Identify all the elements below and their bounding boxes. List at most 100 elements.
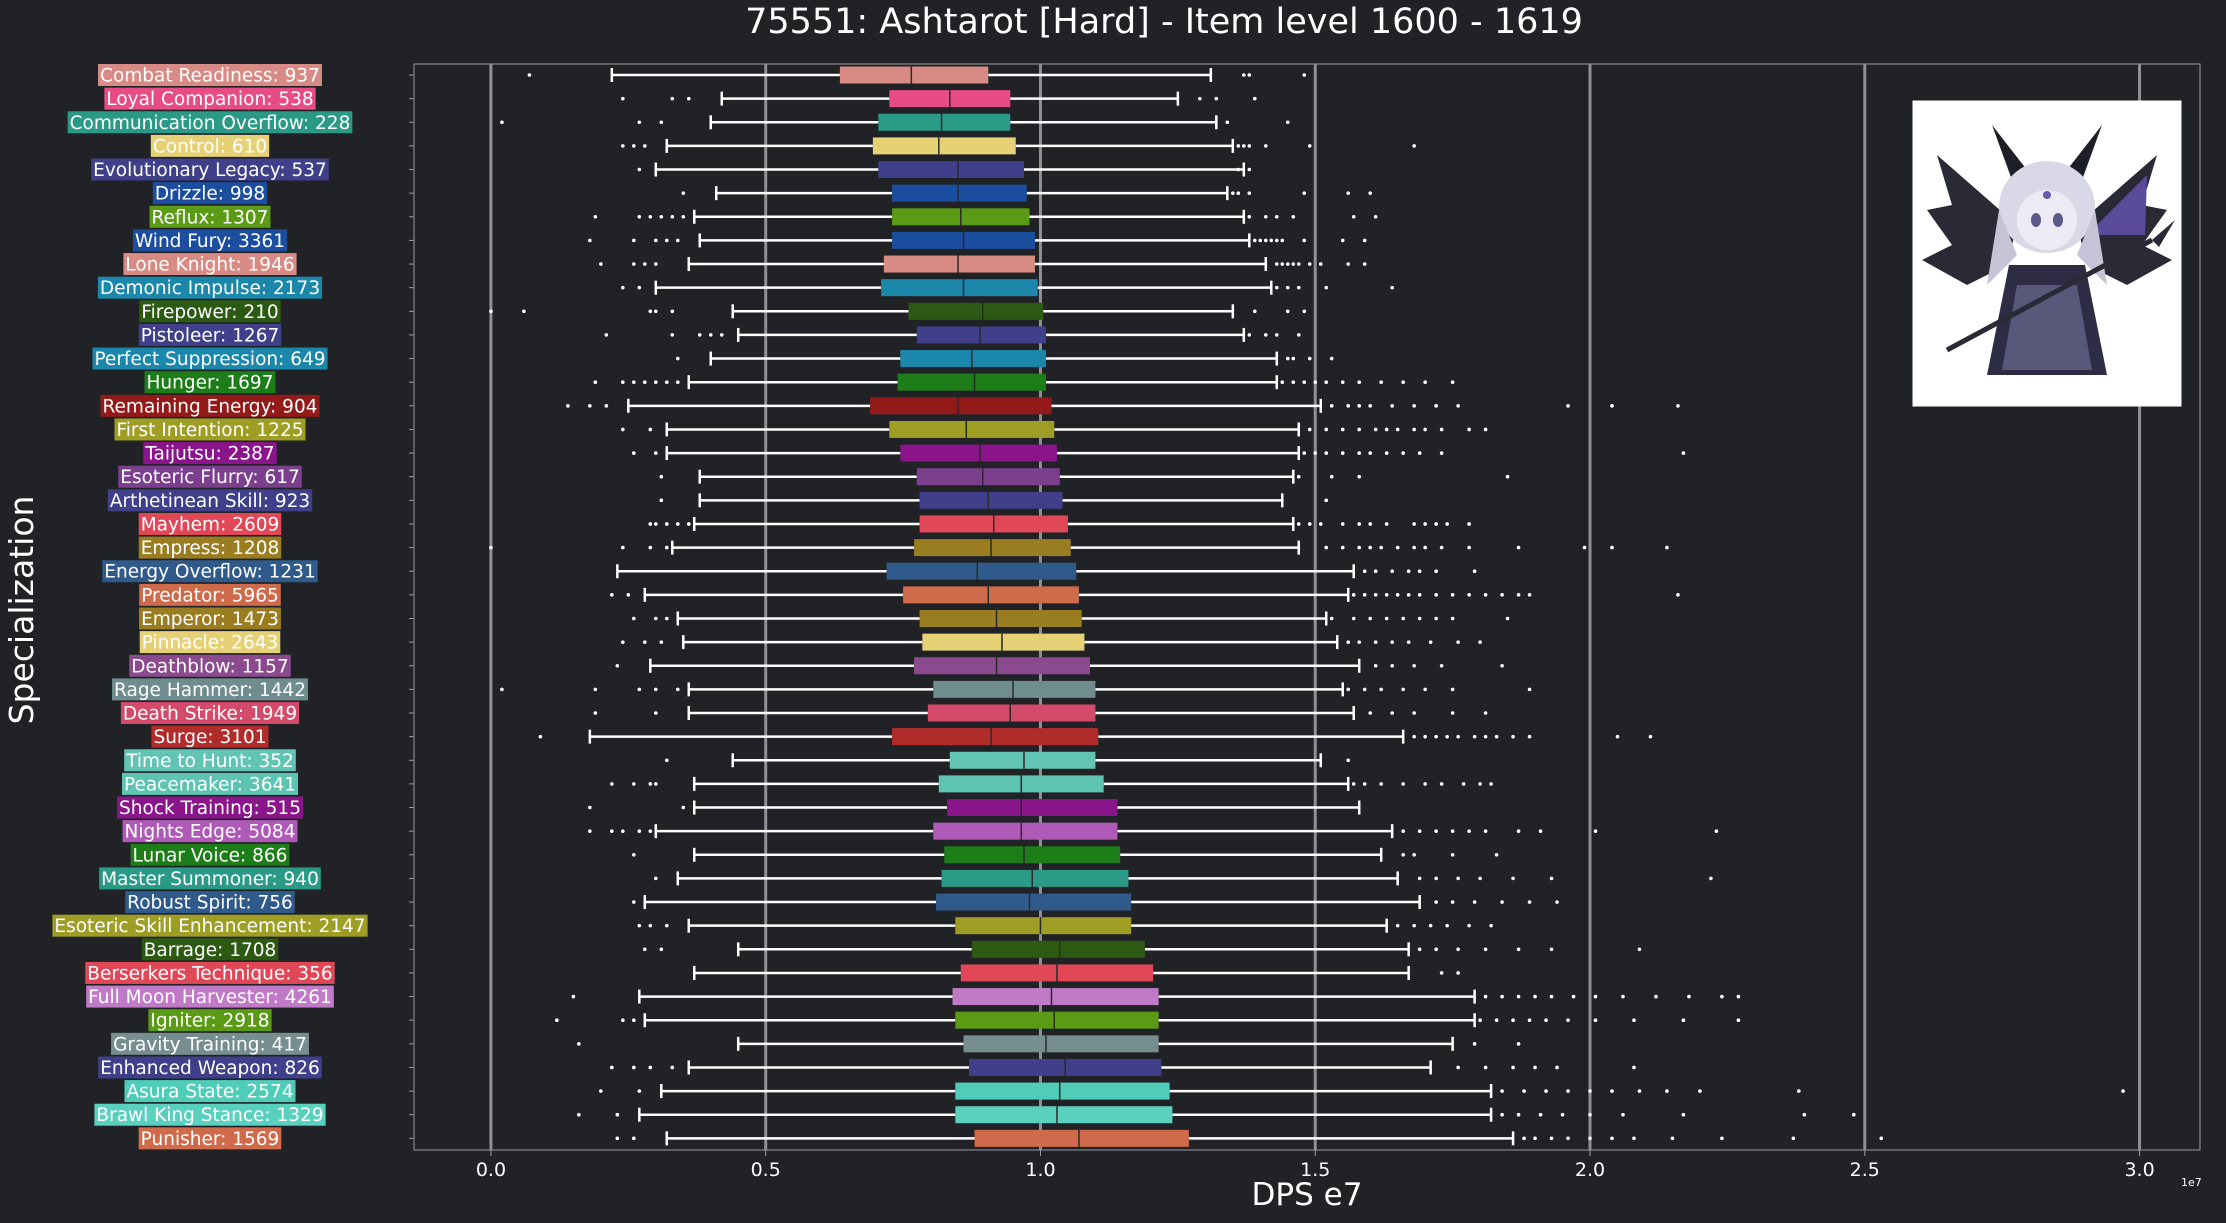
- outlier-point: [1379, 545, 1383, 550]
- outlier-point: [615, 1112, 620, 1117]
- outlier-point: [1467, 829, 1471, 833]
- outlier-point: [1879, 1136, 1884, 1141]
- category-label: Control: 610: [150, 134, 270, 157]
- outlier-point: [1263, 144, 1268, 148]
- outlier-point: [659, 214, 664, 219]
- outlier-point: [1280, 380, 1285, 384]
- outlier-point: [637, 285, 642, 290]
- outlier-point: [1483, 829, 1488, 833]
- boss-portrait-image: [1912, 100, 2182, 407]
- category-label-bg: [124, 1080, 296, 1103]
- outlier-point: [621, 640, 625, 644]
- outlier-point: [643, 640, 647, 644]
- category-label: Nights Edge: 5084: [122, 820, 298, 843]
- category-label: Lone Knight: 1946: [123, 253, 297, 276]
- outlier-point: [648, 522, 653, 526]
- outlier-point: [1610, 545, 1614, 550]
- outlier-point: [1401, 852, 1405, 857]
- outlier-point: [1291, 356, 1296, 361]
- outlier-point: [1527, 687, 1532, 692]
- outlier-point: [664, 545, 669, 550]
- category-label-text: Empress: 1208: [141, 538, 280, 559]
- outlier-point: [1417, 569, 1422, 574]
- box: [878, 161, 1024, 179]
- outlier-point: [489, 545, 493, 550]
- outlier-point: [1406, 640, 1411, 644]
- outlier-point: [1285, 262, 1290, 266]
- box: [914, 539, 1071, 557]
- category-label-bg: [149, 205, 271, 228]
- outlier-point: [1291, 262, 1296, 266]
- outlier-point: [1412, 923, 1416, 928]
- outlier-point: [1390, 640, 1394, 644]
- outlier-point: [1307, 262, 1312, 266]
- outlier-point: [1538, 1112, 1543, 1117]
- category-label: Communication Overflow: 228: [67, 111, 353, 134]
- box: [900, 444, 1057, 462]
- outlier-point: [1373, 593, 1378, 597]
- outlier-point: [1242, 144, 1246, 148]
- outlier-point: [1500, 994, 1504, 999]
- outlier-point: [1544, 1018, 1548, 1022]
- category-label: Demonic Impulse: 2173: [97, 276, 323, 299]
- outlier-point: [1412, 711, 1416, 715]
- outlier-point: [1214, 96, 1219, 101]
- outlier-point: [1791, 1136, 1796, 1141]
- outlier-point: [1478, 782, 1482, 786]
- outlier-point: [1252, 238, 1257, 243]
- outlier-point: [632, 262, 636, 266]
- outlier-point: [1280, 238, 1285, 243]
- outlier-point: [1450, 711, 1455, 715]
- outlier-point: [1313, 451, 1318, 455]
- category-label-bg: [144, 371, 276, 394]
- outlier-point: [1401, 451, 1405, 455]
- outlier-point: [632, 1065, 636, 1070]
- outlier-point: [577, 1042, 581, 1046]
- category-label-text: Punisher: 1569: [141, 1129, 280, 1150]
- outlier-point: [1357, 474, 1362, 479]
- outlier-point: [1434, 947, 1438, 952]
- outlier-point: [1615, 734, 1620, 739]
- outlier-point: [1483, 947, 1488, 952]
- outlier-point: [1307, 144, 1312, 148]
- outlier-point: [1285, 120, 1290, 125]
- box: [947, 799, 1118, 817]
- category-label-text: Surge: 3101: [153, 727, 266, 748]
- outlier-point: [1511, 734, 1515, 739]
- outlier-point: [1423, 687, 1427, 692]
- outlier-point: [1439, 971, 1444, 975]
- category-label-bg: [132, 229, 288, 252]
- outlier-point: [1236, 191, 1241, 195]
- outlier-point: [1505, 616, 1510, 621]
- category-label-bg: [123, 253, 297, 276]
- outlier-point: [1494, 852, 1499, 857]
- category-label-bg: [151, 725, 269, 748]
- box: [933, 822, 1118, 840]
- outlier-point: [1362, 569, 1367, 574]
- outlier-point: [653, 262, 658, 266]
- category-label-bg: [102, 560, 318, 583]
- x-tick-label: 1.0: [1025, 1159, 1055, 1181]
- outlier-point: [1456, 1065, 1460, 1070]
- outlier-point: [1516, 545, 1521, 550]
- outlier-point: [1736, 994, 1741, 999]
- x-tick-label: 0.0: [476, 1159, 506, 1181]
- outlier-point: [1340, 522, 1345, 526]
- outlier-point: [1357, 640, 1362, 644]
- outlier-point: [1450, 829, 1455, 833]
- outlier-point: [1538, 829, 1543, 833]
- category-label-text: Firepower: 210: [141, 302, 278, 323]
- category-label-bg: [117, 796, 303, 819]
- outlier-point: [1368, 522, 1372, 526]
- outlier-point: [648, 545, 653, 550]
- outlier-point: [632, 1018, 636, 1022]
- outlier-point: [1676, 404, 1680, 408]
- box: [897, 373, 1046, 391]
- outlier-point: [588, 238, 592, 243]
- outlier-point: [659, 498, 664, 503]
- outlier-point: [1566, 1136, 1570, 1141]
- outlier-point: [1632, 1136, 1636, 1141]
- outlier-point: [648, 923, 653, 928]
- outlier-point: [1676, 593, 1680, 597]
- box: [916, 468, 1060, 486]
